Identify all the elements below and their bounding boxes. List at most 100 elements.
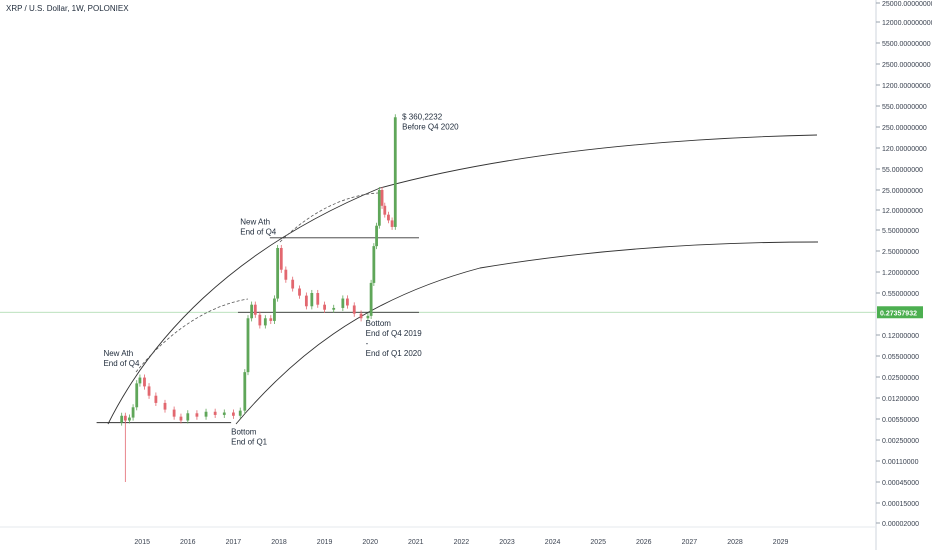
current-price-badge — [877, 306, 923, 319]
candle-body — [138, 377, 142, 384]
chart-title: XRP / U.S. Dollar, 1W, POLONIEX — [6, 4, 129, 13]
candle-body — [346, 298, 349, 306]
x-tick-label: 2017 — [226, 539, 242, 546]
x-tick-label: 2023 — [499, 539, 515, 546]
x-tick-label: 2027 — [682, 539, 698, 546]
y-tick-label: 25000.00000000 — [882, 1, 932, 8]
y-tick-label: 0.00250000 — [882, 438, 919, 445]
candle-body — [154, 395, 158, 403]
candle-body — [120, 415, 124, 423]
candle-body — [375, 225, 378, 247]
annotation-text: New Ath — [103, 349, 133, 358]
candle-body — [135, 383, 139, 408]
candle-body — [276, 247, 280, 299]
y-tick-label: 12000.00000000 — [882, 20, 932, 27]
annotation-text: End of Q4 — [240, 228, 277, 237]
x-tick-label: 2025 — [590, 539, 606, 546]
candle-body — [279, 247, 283, 270]
x-tick-label: 2018 — [271, 539, 287, 546]
x-tick-label: 2019 — [317, 539, 333, 546]
candle-body — [284, 269, 288, 280]
annotation-text: End of Q4 — [103, 359, 140, 368]
x-tick-label: 2016 — [180, 539, 196, 546]
y-tick-label: 250.00000000 — [882, 125, 927, 132]
x-tick-label: 2020 — [362, 539, 378, 546]
y-tick-label: 0.12000000 — [882, 333, 919, 340]
candle-body — [253, 304, 257, 315]
annotation-text: End of Q1 — [231, 437, 268, 446]
candle-body — [143, 377, 146, 387]
annotation-text: $ 360,2232 — [402, 113, 443, 122]
candle-body — [186, 413, 190, 421]
x-tick-label: 2022 — [454, 539, 470, 546]
candle-body — [204, 411, 208, 417]
y-tick-label: 0.00110000 — [882, 459, 919, 466]
candle-body — [258, 314, 262, 326]
lower-arc — [235, 241, 819, 425]
candle-body — [341, 298, 345, 308]
candle-body — [213, 411, 217, 415]
y-tick-label: 1.20000000 — [882, 270, 919, 277]
annotation-text: End of Q1 2020 — [366, 349, 423, 358]
y-tick-label: 0.00015000 — [882, 501, 919, 508]
annotation-text: New Ath — [240, 218, 270, 227]
x-tick-label: 2024 — [545, 539, 561, 546]
annotation-text: Before Q4 2020 — [402, 123, 459, 132]
y-tick-label: 0.00002000 — [882, 521, 919, 528]
candle-body — [316, 293, 320, 305]
candle-body — [372, 246, 376, 283]
candle-body — [179, 416, 183, 421]
y-tick-label: 25.00000000 — [882, 188, 923, 195]
y-tick-label: 0.05500000 — [882, 354, 919, 361]
candle-body — [390, 220, 394, 227]
candle-body — [291, 279, 295, 289]
y-tick-label: 550.00000000 — [882, 104, 927, 111]
x-tick-label: 2029 — [773, 539, 789, 546]
candle-body — [195, 413, 199, 417]
y-tick-label: 0.55000000 — [882, 291, 919, 298]
candle-body — [172, 409, 176, 417]
candle-body — [359, 313, 363, 319]
candle-body — [269, 318, 273, 321]
y-tick-label: 2.50000000 — [882, 249, 919, 256]
current-price-label: 0.27357932 — [880, 310, 917, 317]
dashed-arc-1 — [135, 298, 249, 373]
candle-body — [304, 295, 308, 307]
candle-body — [393, 117, 397, 227]
candle-body — [273, 298, 276, 321]
y-tick-label: 12.00000000 — [882, 208, 923, 215]
candle-body — [310, 293, 314, 307]
candle-body — [246, 318, 250, 373]
y-tick-label: 2500.00000000 — [882, 62, 931, 69]
candle-body — [128, 417, 131, 421]
x-tick-label: 2028 — [727, 539, 743, 546]
candle-body — [323, 304, 326, 310]
candle-body — [298, 288, 301, 296]
candle-body — [332, 307, 336, 310]
y-tick-label: 5500.00000000 — [882, 41, 931, 48]
annotation-text: End of Q4 2019 — [366, 329, 423, 338]
dashed-arc-2 — [279, 192, 379, 243]
y-tick-label: 55.00000000 — [882, 167, 923, 174]
y-tick-label: 120.00000000 — [882, 146, 927, 153]
candle-body — [232, 412, 235, 416]
candle-body — [377, 190, 381, 226]
candle-body — [380, 190, 384, 206]
candle-body — [131, 407, 135, 418]
candle-body — [238, 410, 242, 416]
candle-body — [123, 415, 127, 421]
candle-body — [369, 282, 373, 316]
x-tick-label: 2021 — [408, 539, 424, 546]
candle-body — [366, 315, 370, 319]
candle-body — [222, 412, 226, 415]
upper-arc — [107, 134, 818, 425]
annotation-text: Bottom — [366, 319, 392, 328]
y-tick-label: 0.00550000 — [882, 417, 919, 424]
y-tick-label: 0.00045000 — [882, 480, 919, 487]
candle-body — [250, 304, 254, 319]
y-tick-label: 0.01200000 — [882, 396, 919, 403]
candle-body — [387, 214, 390, 221]
annotation-text: Bottom — [231, 427, 257, 436]
